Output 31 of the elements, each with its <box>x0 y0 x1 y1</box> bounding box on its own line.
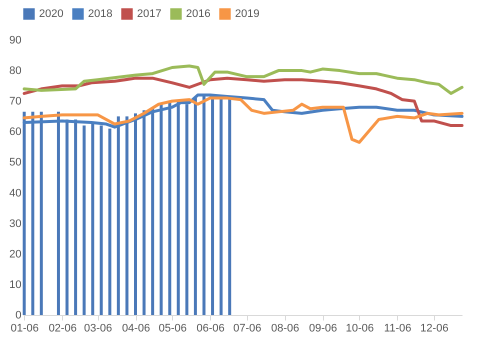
legend-label: 2018 <box>88 8 112 20</box>
y-tick-label: 0 <box>15 310 22 322</box>
bar <box>82 126 86 315</box>
x-tick-label: 06-06 <box>196 322 225 334</box>
x-tick-label: 12-06 <box>420 322 448 334</box>
y-tick-label: 70 <box>9 96 22 108</box>
line-series <box>22 76 464 128</box>
y-tick-label: 90 <box>9 34 22 46</box>
legend-label: 2019 <box>235 8 260 20</box>
x-tick-label: 04-06 <box>122 322 150 334</box>
legend-label: 2020 <box>39 8 64 20</box>
legend-label: 2017 <box>137 8 162 20</box>
y-tick-label: 80 <box>9 65 22 78</box>
x-tick-label: 09-06 <box>309 322 338 334</box>
x-tick-label: 08-06 <box>271 322 300 334</box>
y-tick-label: 20 <box>9 248 22 260</box>
y-tick-label: 50 <box>9 156 22 169</box>
y-tick-label: 10 <box>9 278 22 291</box>
x-tick-label: 05-06 <box>158 322 187 334</box>
x-tick-label: 11-06 <box>384 322 412 334</box>
legend-label: 2016 <box>186 8 210 20</box>
x-tick-label: 03-06 <box>84 322 112 334</box>
y-tick-label: 60 <box>9 126 22 138</box>
line-series <box>22 64 464 95</box>
x-tick-label: 01-06 <box>10 322 39 334</box>
y-tick-label: 40 <box>9 187 22 200</box>
x-tick-label: 10-06 <box>346 322 374 334</box>
x-tick-label: 02-06 <box>48 322 77 334</box>
y-tick-label: 30 <box>9 218 22 230</box>
line-series <box>22 96 464 144</box>
x-tick-label: 07-06 <box>233 322 262 334</box>
